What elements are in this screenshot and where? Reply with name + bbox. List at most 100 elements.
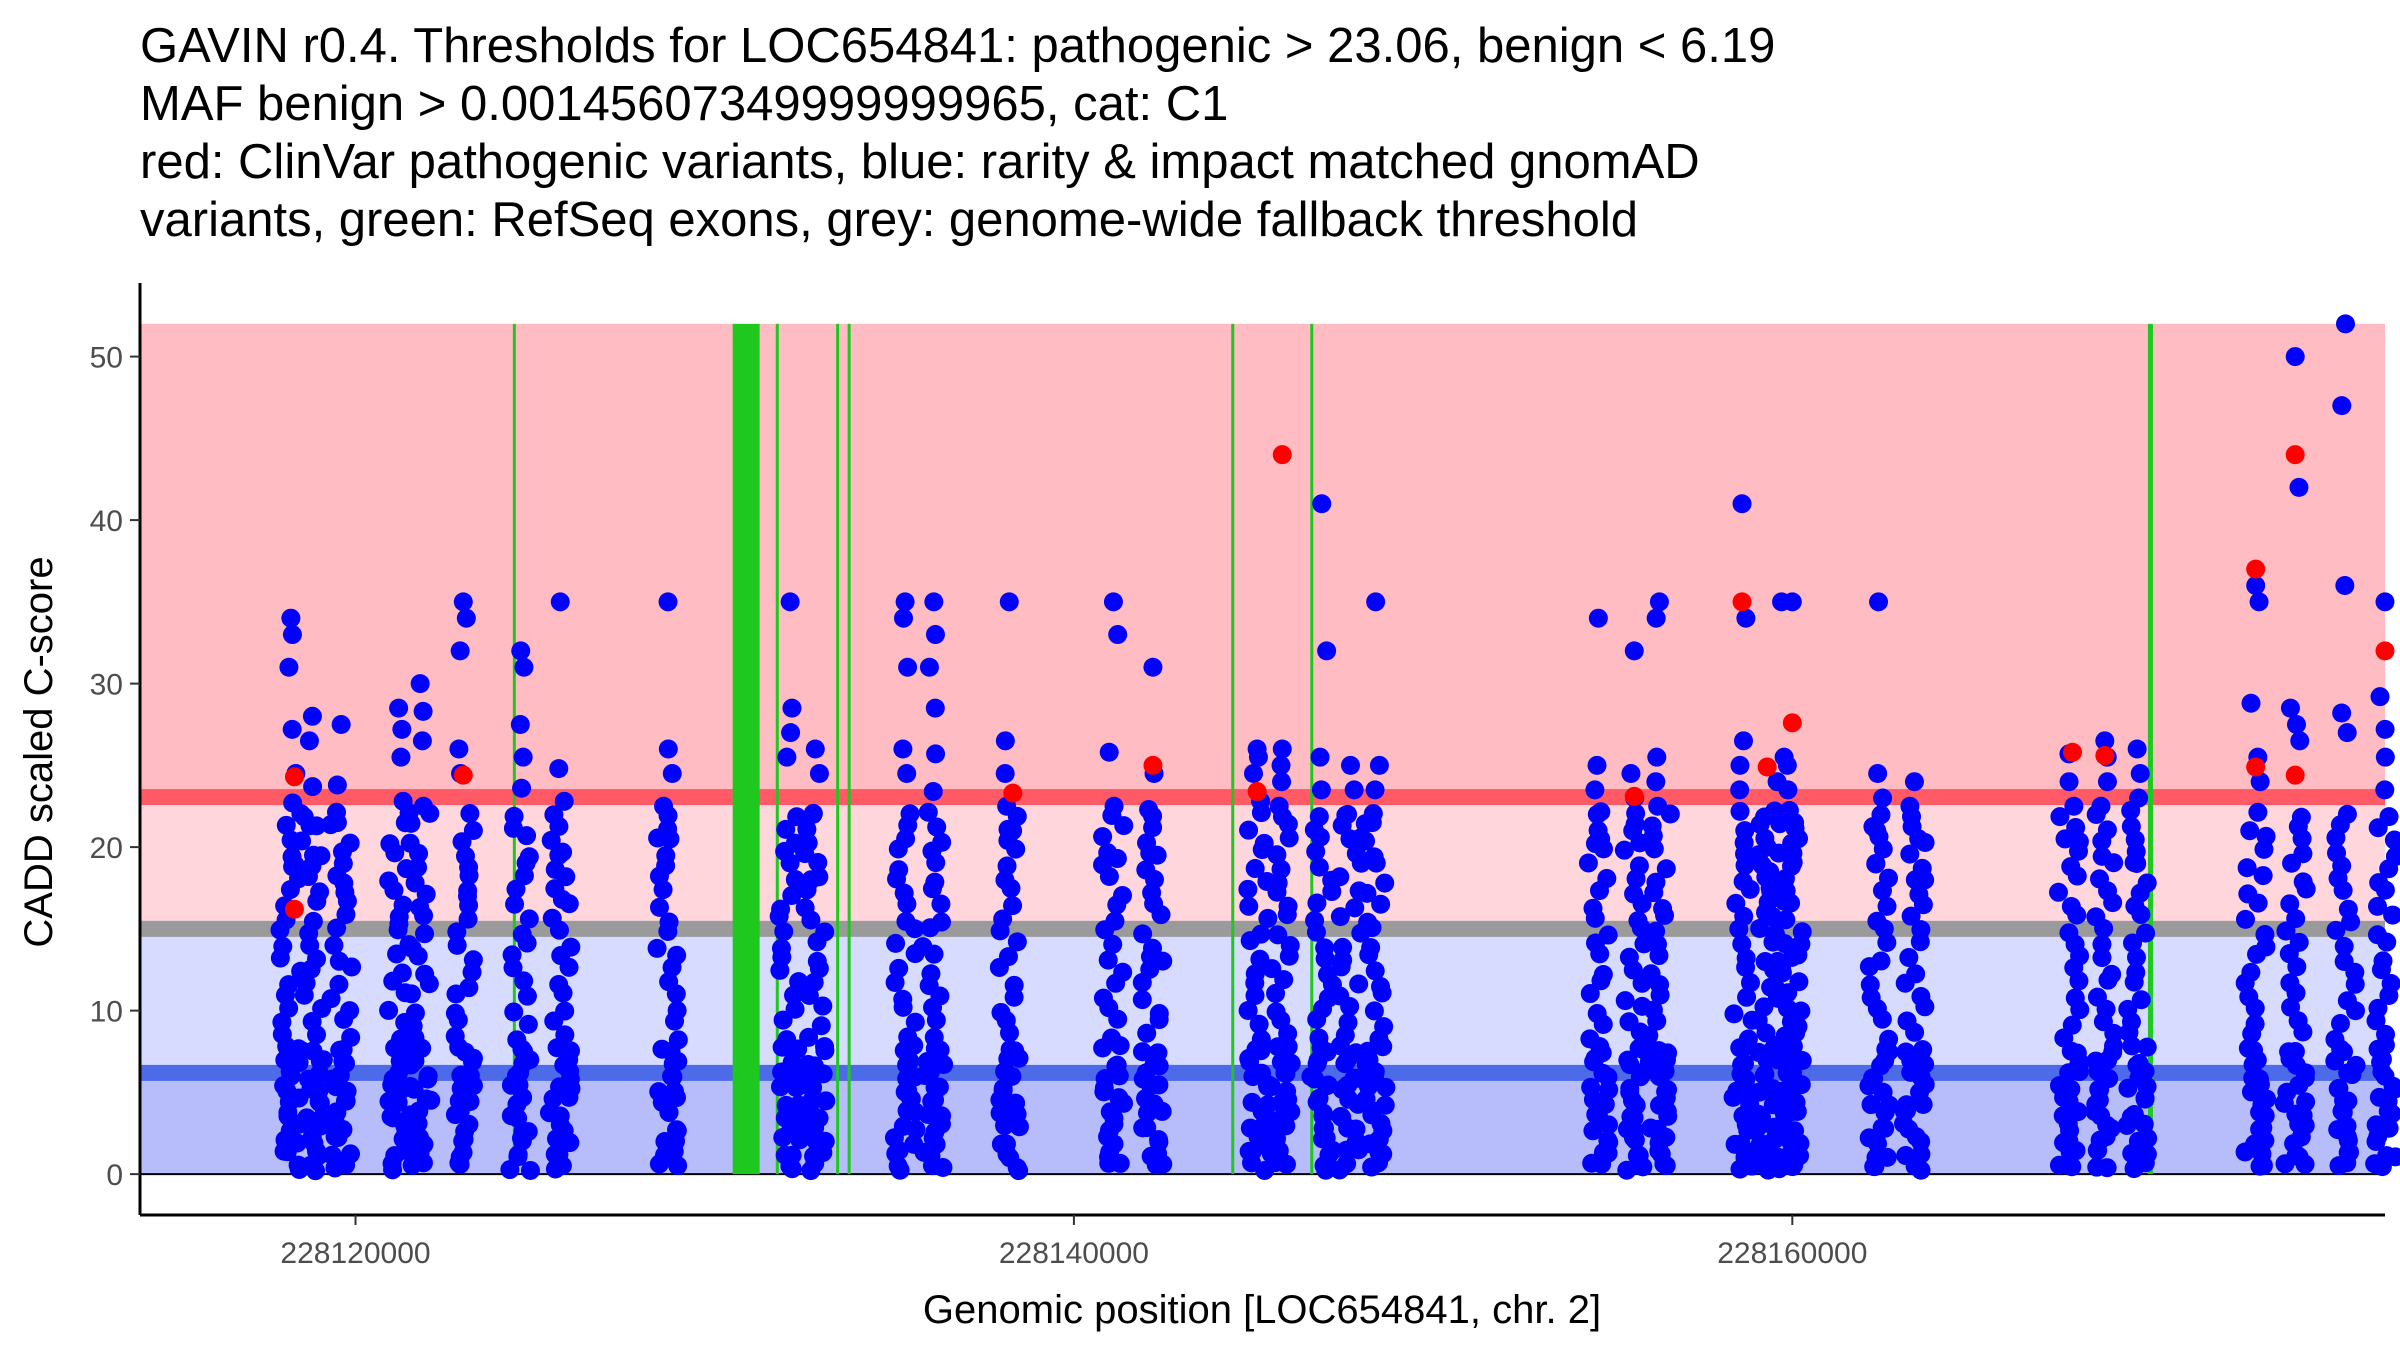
benign-point	[510, 714, 530, 734]
benign-point	[518, 1014, 538, 1034]
benign-point	[2368, 998, 2388, 1018]
benign-point	[1136, 860, 1156, 880]
benign-point	[2338, 899, 2358, 919]
benign-point	[2293, 844, 2313, 864]
chart-title: GAVIN r0.4. Thresholds for LOC654841: pa…	[140, 19, 1775, 247]
benign-point	[1598, 925, 1618, 945]
title-line-3: red: ClinVar pathogenic variants, blue: …	[140, 135, 1700, 189]
benign-point	[2127, 739, 2147, 759]
benign-point	[1766, 924, 1786, 944]
pathogenic-point	[1143, 755, 1163, 775]
benign-point	[519, 909, 539, 929]
benign-point	[2280, 973, 2300, 993]
benign-point	[303, 1041, 323, 1061]
pathogenic-point	[2246, 757, 2266, 777]
benign-point	[2375, 719, 2395, 739]
benign-point	[2366, 1132, 2386, 1152]
pathogenic-point	[2062, 742, 2082, 762]
benign-point	[1356, 831, 1376, 851]
benign-point	[811, 1016, 831, 1036]
benign-point	[1866, 854, 1886, 874]
benign-point	[2066, 818, 2086, 838]
benign-point	[1281, 1053, 1301, 1073]
benign-point	[1364, 847, 1384, 867]
benign-point	[1095, 1069, 1115, 1089]
benign-point	[1307, 893, 1327, 913]
benign-point	[932, 832, 952, 852]
benign-point	[276, 815, 296, 835]
benign-point	[1143, 657, 1163, 677]
benign-point	[1730, 780, 1750, 800]
benign-point	[997, 856, 1017, 876]
benign-point	[1268, 925, 1288, 945]
benign-point	[1106, 1056, 1126, 1076]
benign-point	[1752, 1108, 1772, 1128]
benign-point	[463, 820, 483, 840]
benign-point	[1375, 873, 1395, 893]
benign-point	[2062, 1015, 2082, 1035]
benign-point	[2243, 1068, 2263, 1088]
axes	[138, 283, 2385, 1217]
benign-point	[1647, 747, 1667, 767]
benign-point	[1113, 962, 1133, 982]
benign-point	[391, 747, 411, 767]
benign-point	[815, 922, 835, 942]
benign-point	[803, 803, 823, 823]
benign-point	[1375, 1095, 1395, 1115]
benign-point	[1626, 803, 1646, 823]
benign-point	[1137, 1023, 1157, 1043]
benign-point	[2241, 693, 2261, 713]
benign-point	[1782, 592, 1802, 612]
benign-point	[782, 885, 802, 905]
benign-point	[797, 819, 817, 839]
benign-point	[392, 963, 412, 983]
benign-point	[1268, 1037, 1288, 1057]
benign-point	[2092, 948, 2112, 968]
title-line-4: variants, green: RefSeq exons, grey: gen…	[140, 193, 1638, 247]
benign-point	[1624, 641, 1644, 661]
benign-point	[2097, 772, 2117, 792]
benign-point	[280, 1121, 300, 1141]
benign-point	[1336, 805, 1356, 825]
benign-point	[1773, 1040, 1793, 1060]
benign-point	[2377, 1146, 2397, 1166]
benign-point	[1243, 1067, 1263, 1087]
benign-point	[1788, 1017, 1808, 1037]
benign-point	[517, 986, 537, 1006]
benign-point	[2257, 1089, 2277, 1109]
benign-point	[447, 935, 467, 955]
benign-point	[1726, 893, 1746, 913]
benign-point	[1346, 1119, 1366, 1139]
benign-point	[1871, 805, 1891, 825]
benign-point	[782, 698, 802, 718]
benign-point	[1109, 1088, 1129, 1108]
benign-point	[1775, 869, 1795, 889]
benign-point	[1272, 739, 1292, 759]
benign-point	[1364, 1001, 1384, 1021]
benign-point	[893, 608, 913, 628]
benign-point	[456, 608, 476, 628]
benign-point	[1778, 780, 1798, 800]
benign-point	[2334, 952, 2354, 972]
benign-point	[460, 803, 480, 823]
benign-point	[2121, 801, 2141, 821]
benign-point	[1877, 896, 1897, 916]
benign-point	[504, 1002, 524, 1022]
benign-point	[294, 807, 314, 827]
benign-point	[1597, 868, 1617, 888]
benign-point	[1911, 987, 1931, 1007]
benign-point	[1785, 818, 1805, 838]
benign-point	[1330, 1160, 1350, 1180]
benign-point	[1238, 879, 1258, 899]
benign-point	[1238, 1000, 1258, 1020]
benign-point	[1132, 990, 1152, 1010]
benign-point	[1245, 859, 1265, 879]
benign-point	[2337, 723, 2357, 743]
benign-point	[795, 898, 815, 918]
benign-point	[1859, 1128, 1879, 1148]
benign-point	[1580, 984, 1600, 1004]
benign-point	[1904, 772, 1924, 792]
benign-point	[1258, 1095, 1278, 1115]
benign-point	[2050, 807, 2070, 827]
benign-point	[1779, 800, 1799, 820]
